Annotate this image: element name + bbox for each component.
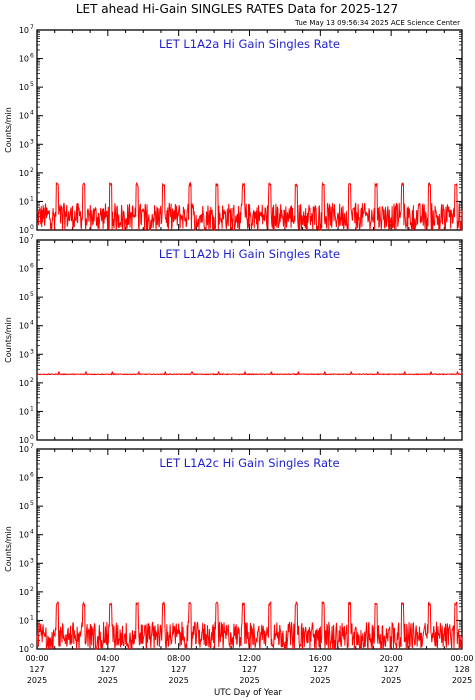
y-tick-label: 10 [19, 502, 29, 511]
y-tick-label: 10 [19, 83, 29, 92]
x-tick-day: 127 [100, 665, 115, 674]
plot-frame [36, 239, 463, 441]
x-tick-time: 00:00 [450, 654, 473, 663]
y-tick-exponent: 0 [30, 643, 34, 650]
y-tick-label: 10 [19, 588, 29, 597]
y-tick-label: 10 [19, 379, 29, 388]
y-tick-exponent: 2 [30, 586, 34, 593]
y-tick-exponent: 5 [30, 81, 34, 88]
y-tick-label: 10 [19, 197, 29, 206]
y-tick-exponent: 1 [30, 614, 34, 621]
series-line [36, 181, 463, 232]
y-axis-label: Counts/min [4, 317, 13, 363]
x-axis-label: UTC Day of Year [214, 688, 282, 698]
y-tick-label: 10 [19, 226, 29, 235]
timestamp: Tue May 13 09:56:34 2025 ACE Science Cen… [294, 19, 460, 27]
y-tick-exponent: 1 [30, 405, 34, 412]
y-tick-label: 10 [19, 616, 29, 625]
x-tick-year: 2025 [27, 676, 47, 685]
x-tick-time: 16:00 [309, 654, 332, 663]
x-tick-year: 2025 [452, 676, 472, 685]
y-tick-exponent: 3 [30, 138, 34, 145]
y-tick-label: 10 [19, 474, 29, 483]
y-tick-label: 10 [19, 407, 29, 416]
y-tick-label: 10 [19, 645, 29, 654]
y-tick-exponent: 3 [30, 348, 34, 355]
x-tick-label: 04:00 127 2025 [96, 654, 119, 685]
y-tick-exponent: 6 [30, 263, 34, 270]
x-tick-year: 2025 [168, 676, 188, 685]
x-tick-label: 08:00 127 2025 [167, 654, 190, 685]
y-tick-exponent: 5 [30, 291, 34, 298]
x-tick-day: 128 [454, 665, 469, 674]
x-tick-day: 127 [384, 665, 399, 674]
y-axis-label: Counts/min [4, 107, 13, 153]
y-tick-label: 10 [19, 559, 29, 568]
y-tick-exponent: 0 [30, 434, 34, 441]
x-tick-label: 00:00 128 2025 [450, 654, 473, 685]
x-tick-label: 12:00 127 2025 [238, 654, 261, 685]
x-tick-label: 00:00 127 2025 [25, 654, 48, 685]
y-tick-label: 10 [19, 322, 29, 331]
y-tick-label: 10 [19, 140, 29, 149]
x-tick-year: 2025 [310, 676, 330, 685]
y-tick-exponent: 7 [30, 24, 34, 31]
x-tick-day: 127 [313, 665, 328, 674]
y-tick-label: 10 [19, 236, 29, 245]
y-tick-exponent: 4 [30, 529, 34, 536]
y-tick-exponent: 1 [30, 195, 34, 202]
y-tick-exponent: 6 [30, 472, 34, 479]
y-tick-exponent: 4 [30, 110, 34, 117]
x-tick-label: 20:00 127 2025 [380, 654, 403, 685]
x-tick-day: 127 [171, 665, 186, 674]
panel-label: LET L1A2c Hi Gain Singles Rate [159, 456, 339, 470]
y-tick-exponent: 4 [30, 320, 34, 327]
page-title: LET ahead Hi-Gain SINGLES RATES Data for… [76, 2, 398, 16]
series-line [36, 600, 463, 650]
y-tick-exponent: 3 [30, 557, 34, 564]
y-tick-label: 10 [19, 531, 29, 540]
y-tick-label: 10 [19, 293, 29, 302]
plot-frame [36, 29, 463, 231]
y-tick-label: 10 [19, 350, 29, 359]
y-tick-label: 10 [19, 265, 29, 274]
x-tick-year: 2025 [239, 676, 259, 685]
x-tick-time: 20:00 [380, 654, 403, 663]
x-tick-day: 127 [242, 665, 257, 674]
y-tick-label: 10 [19, 169, 29, 178]
plot-frame [36, 448, 463, 650]
y-tick-label: 10 [19, 26, 29, 35]
y-tick-label: 10 [19, 112, 29, 121]
x-tick-time: 08:00 [167, 654, 190, 663]
panel-label: LET L1A2b Hi Gain Singles Rate [159, 247, 340, 261]
y-tick-label: 10 [19, 55, 29, 64]
series-line [36, 371, 463, 376]
x-tick-year: 2025 [381, 676, 401, 685]
x-tick-time: 12:00 [238, 654, 261, 663]
y-tick-exponent: 2 [30, 167, 34, 174]
y-tick-exponent: 0 [30, 224, 34, 231]
y-tick-exponent: 5 [30, 500, 34, 507]
x-tick-time: 04:00 [96, 654, 119, 663]
y-tick-exponent: 7 [30, 443, 34, 450]
y-tick-exponent: 7 [30, 234, 34, 241]
y-tick-exponent: 2 [30, 377, 34, 384]
y-tick-label: 10 [19, 445, 29, 454]
x-tick-day: 127 [29, 665, 44, 674]
y-axis-label: Counts/min [4, 526, 13, 572]
y-tick-exponent: 6 [30, 53, 34, 60]
panel-label: LET L1A2a Hi Gain Singles Rate [159, 37, 340, 51]
x-tick-label: 16:00 127 2025 [309, 654, 332, 685]
x-tick-time: 00:00 [25, 654, 48, 663]
x-tick-year: 2025 [98, 676, 118, 685]
y-tick-label: 10 [19, 436, 29, 445]
